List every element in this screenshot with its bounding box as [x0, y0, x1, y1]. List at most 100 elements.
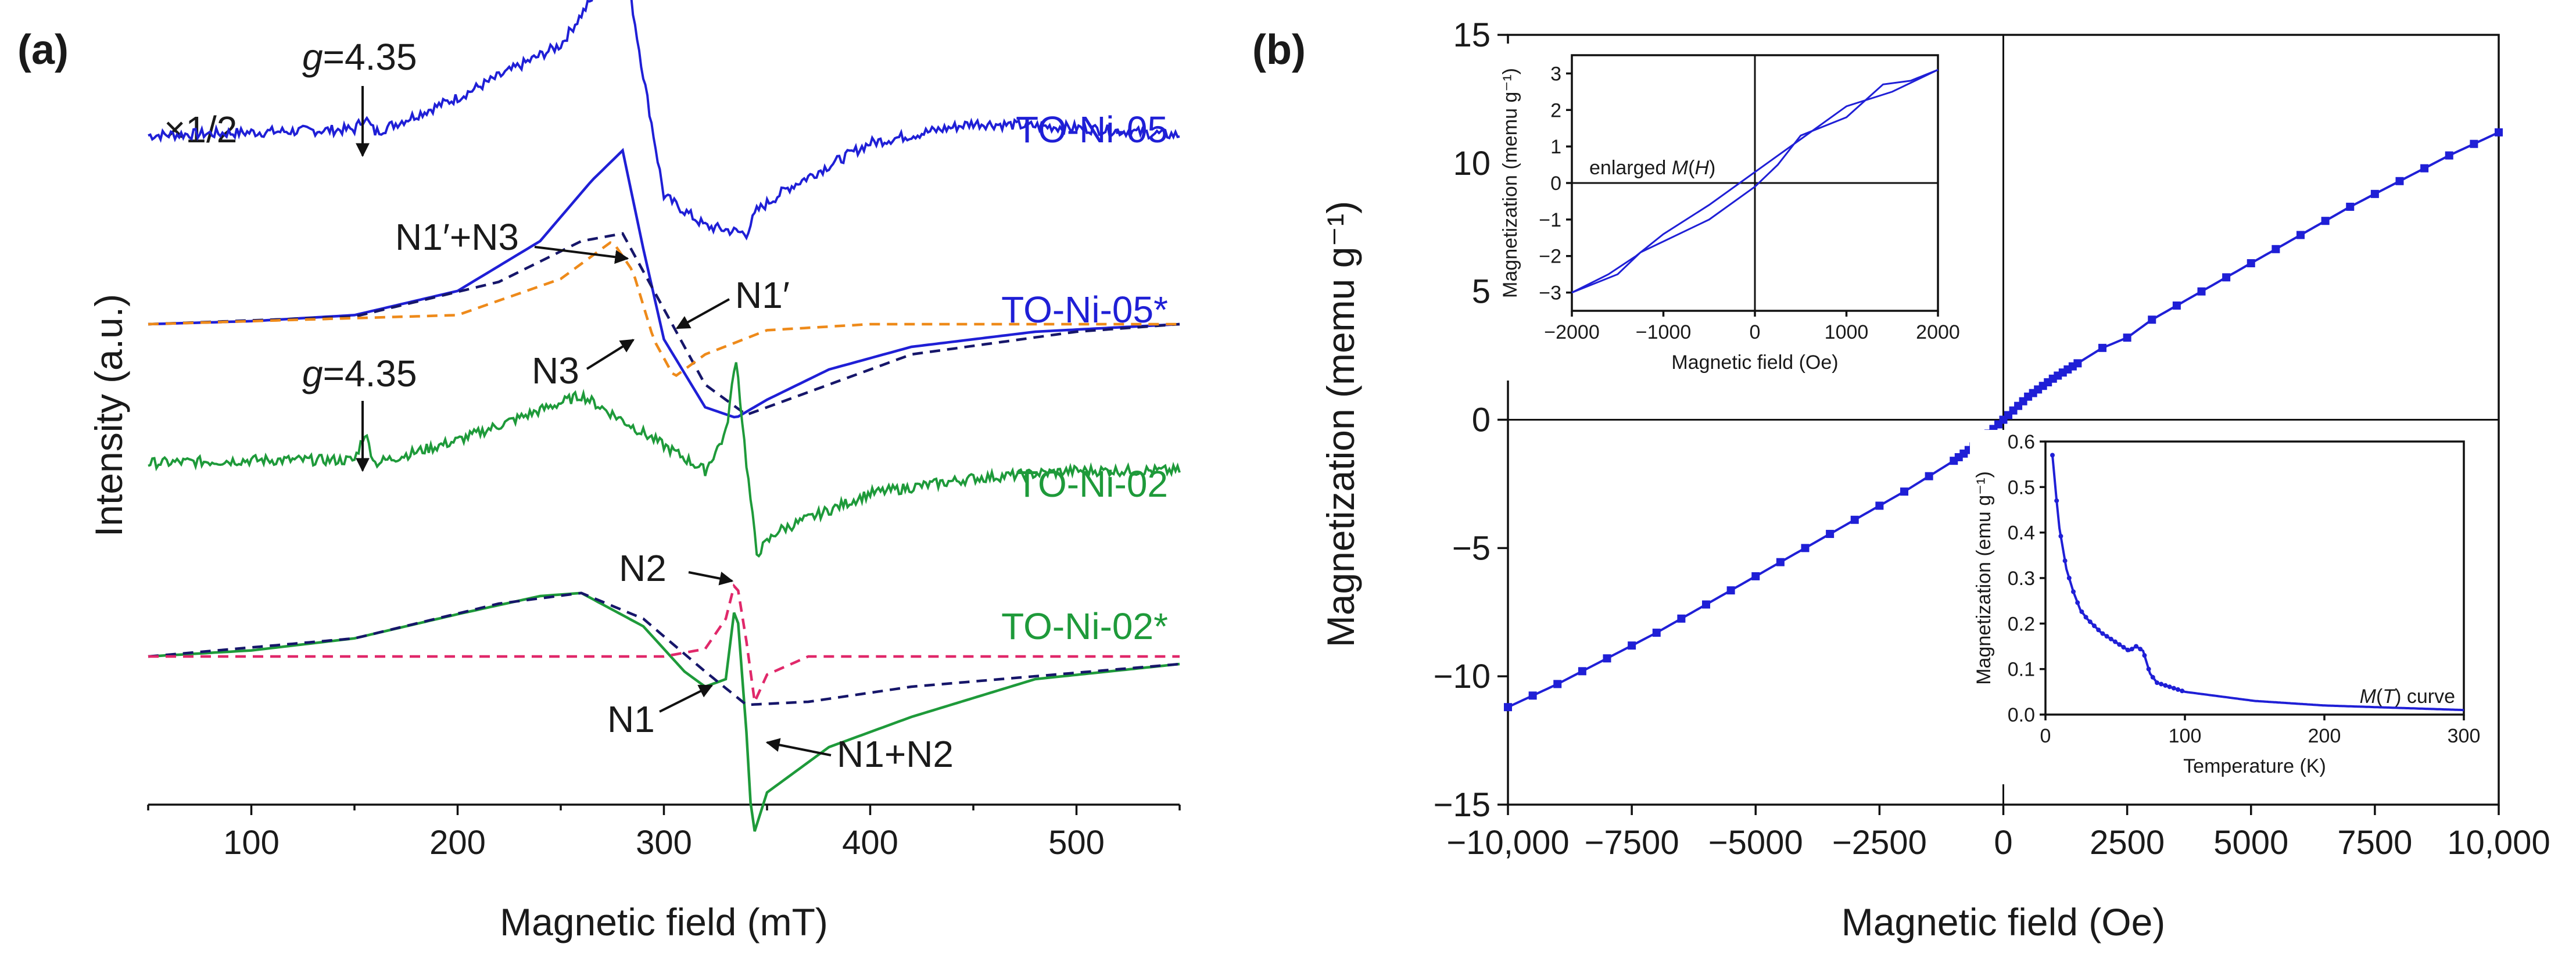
data-point: [1652, 629, 1661, 637]
inset-mt-point: [2092, 623, 2097, 629]
x-tick-label: 2500: [2090, 824, 2165, 862]
inset-mt-point: [2087, 619, 2093, 625]
x-tick-label: 7500: [2337, 824, 2412, 862]
inset-mt-point: [2155, 680, 2159, 686]
x-tick-label: 10,000: [2447, 824, 2550, 862]
inset-mt-point: [2096, 627, 2101, 633]
annotation-arrow: [688, 571, 734, 586]
data-point: [1751, 572, 1760, 580]
inset-mt-point: [2150, 674, 2155, 680]
inset-mt-y-tick-label: 0.6: [2008, 431, 2035, 453]
series-to-ni-05-: [148, 148, 1180, 419]
data-point: [2495, 128, 2503, 137]
data-point: [1628, 641, 1636, 650]
inset-mt-point: [2167, 684, 2172, 690]
data-point: [2073, 359, 2082, 368]
panel-b-label: (b): [1252, 27, 1306, 73]
series-n1: [148, 591, 1180, 706]
inset-mh-x-tick-label: −1000: [1636, 321, 1692, 343]
inset-mt-point: [2100, 631, 2105, 636]
x-tick-label: −2500: [1832, 824, 1927, 862]
inset-mh-x-tick-label: −2000: [1544, 321, 1600, 343]
annotation-label: N3: [532, 350, 579, 392]
inset-mt-point: [2163, 683, 2168, 688]
inset-mh-y-tick-label: 1: [1550, 136, 1561, 158]
inset-mt-y-tick-label: 0.0: [2008, 704, 2035, 726]
inset-mt-x-tick-label: 300: [2448, 725, 2481, 747]
x-tick-label: 0: [1994, 824, 2012, 862]
annotation-arrow: [765, 738, 832, 756]
inset-mt-point: [2180, 688, 2185, 694]
inset-mt-point: [2066, 576, 2072, 580]
panel-a: (a) 100 200 300 400 500 Magnetic field (mT) Int…: [17, 0, 1181, 943]
inset-mt-point: [2104, 634, 2109, 639]
data-point: [1702, 600, 1710, 609]
annotation-label: N1′+N3: [395, 216, 519, 258]
inset-mt-point: [2083, 615, 2088, 620]
inset-mt-x-tick-label: 100: [2169, 725, 2202, 747]
x-tick-label: 200: [429, 824, 486, 862]
inset-mh-x-label: Magnetic field (Oe): [1671, 351, 1838, 374]
data-point: [1677, 614, 1686, 623]
x-tick-label: −7500: [1585, 824, 1679, 862]
data-point: [2197, 287, 2206, 296]
data-point: [1504, 703, 1512, 712]
inset-mh-y-tick-label: 2: [1550, 99, 1561, 121]
annotation-label: g=4.35: [302, 353, 417, 394]
data-point: [2148, 315, 2156, 324]
y-axis-label: Magnetization (memu g⁻¹): [1319, 201, 1362, 647]
inset-mt-point: [2121, 645, 2126, 650]
inset-mt-y-tick-label: 0.4: [2008, 522, 2035, 544]
inset-mh-y-tick-label: −1: [1539, 209, 1561, 231]
series-label: TO-Ni-02: [1016, 463, 1168, 505]
inset-mt-x-tick-label: 200: [2308, 725, 2341, 747]
inset-mt-y-tick-label: 0.5: [2008, 476, 2035, 498]
x-axis-label: Magnetic field (Oe): [1841, 900, 2166, 943]
data-point: [1900, 487, 1908, 496]
y-tick-label: 15: [1453, 16, 1491, 54]
x-tick-label: −5000: [1708, 824, 1803, 862]
inset-mt-point: [2113, 639, 2118, 644]
data-point: [1826, 530, 1835, 539]
annotation-arrow: [675, 298, 730, 329]
data-point: [2420, 164, 2429, 173]
series-label: TO-Ni-05*: [1001, 289, 1168, 331]
data-point: [1776, 558, 1785, 566]
inset-mt-point: [2054, 498, 2059, 503]
y-tick-label: −5: [1452, 529, 1491, 567]
annotation-label: N2: [619, 547, 667, 589]
data-point: [2321, 217, 2330, 225]
inset-mt-point: [2071, 589, 2076, 594]
series-n2: [148, 583, 1180, 707]
data-point: [1850, 515, 1859, 524]
y-tick-label: 5: [1472, 273, 1491, 311]
data-point: [2346, 202, 2355, 211]
series-label: TO-Ni-02*: [1001, 605, 1168, 647]
inset-mt-point: [2125, 647, 2130, 652]
inset-mh-x-tick-label: 1000: [1825, 321, 1869, 343]
inset-mt-y-tick-label: 0.3: [2008, 568, 2035, 590]
data-point: [1553, 680, 1562, 688]
data-point: [2247, 259, 2255, 268]
x-tick-label: −10,000: [1446, 824, 1569, 862]
inset-mt-point: [2134, 644, 2138, 649]
inset-mt-point: [2058, 533, 2063, 539]
data-point: [1578, 667, 1586, 676]
panel-b: (b)−10,000 −7500 −5000 −2500 0 2500 5000 7500 10…: [1252, 16, 2550, 943]
inset-mt-y-label: Magnetization (emu g⁻¹): [1973, 471, 1995, 685]
data-point: [1801, 544, 1810, 552]
inset-mt-point: [2117, 642, 2122, 647]
data-point: [2470, 139, 2478, 148]
data-point: [2272, 245, 2280, 253]
series-label: TO-Ni-05: [1016, 109, 1168, 150]
inset-mt-point: [2075, 600, 2080, 605]
series-to-ni-02: [148, 362, 1181, 558]
inset-mt-x-label: Temperature (K): [2183, 755, 2326, 777]
inset-mt-point: [2142, 653, 2147, 658]
x-tick-label: 5000: [2213, 824, 2288, 862]
data-point: [1925, 472, 1933, 480]
inset-mt-point: [2138, 647, 2143, 652]
y-tick-label: 0: [1472, 401, 1491, 439]
data-point: [2395, 177, 2404, 185]
